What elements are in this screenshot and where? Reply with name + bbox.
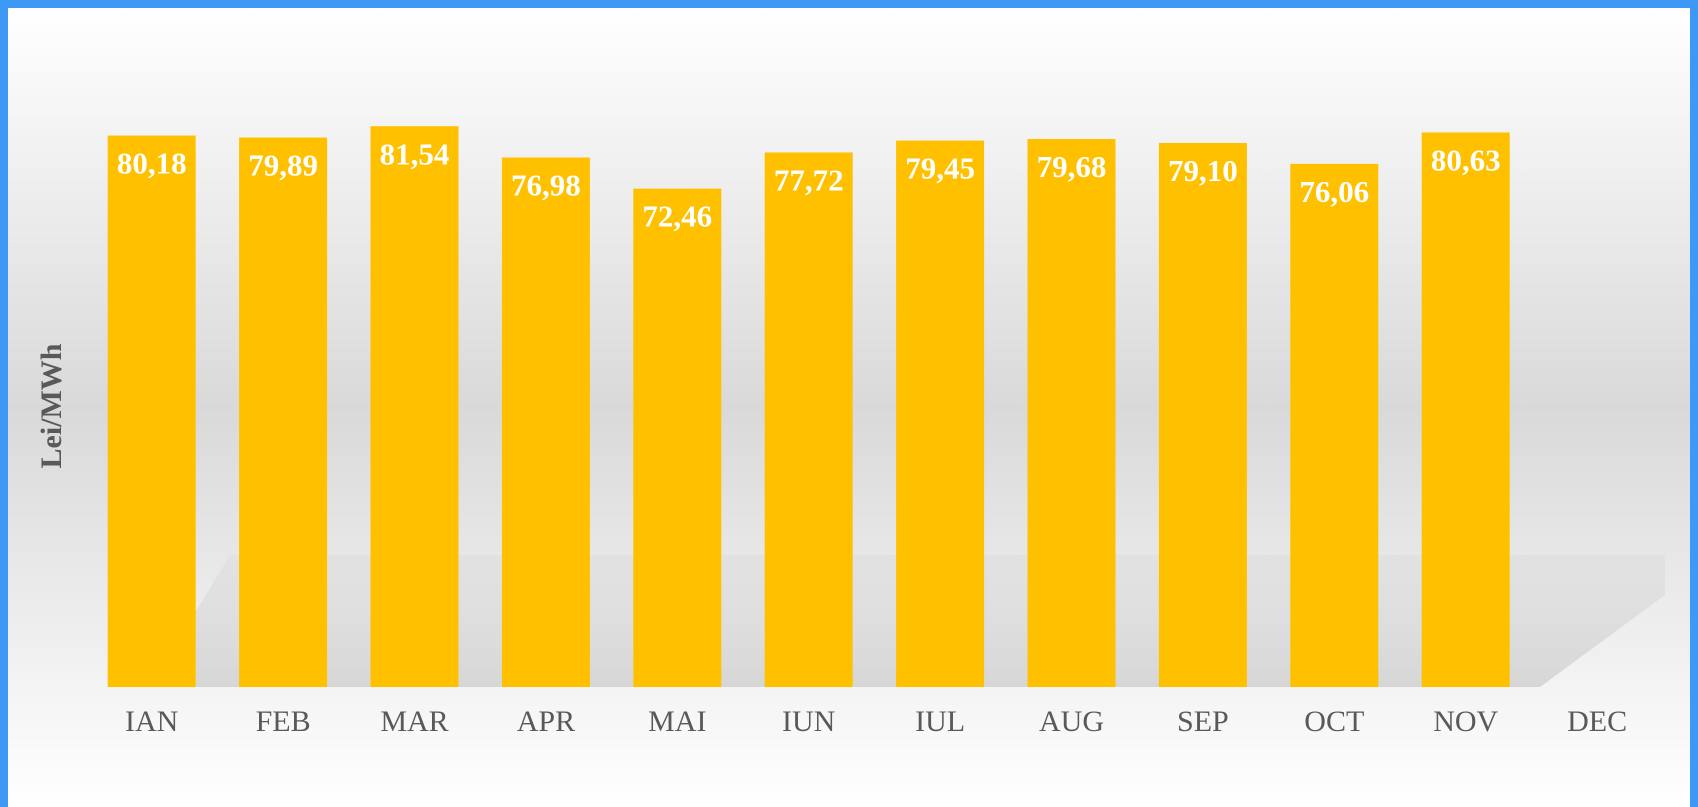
x-tick-label: AUG — [1039, 705, 1104, 738]
x-tick-label: NOV — [1433, 705, 1498, 738]
x-tick-label: OCT — [1304, 705, 1364, 738]
value-label: 80,18 — [117, 146, 187, 181]
x-tick-label: FEB — [256, 705, 311, 738]
bar — [896, 140, 985, 688]
value-label: 77,72 — [774, 163, 844, 198]
x-tick-label: APR — [517, 705, 575, 738]
bar — [239, 137, 328, 688]
bar — [1421, 132, 1510, 688]
x-tick-label: IUL — [915, 705, 965, 738]
x-tick-label: MAI — [648, 705, 706, 738]
y-axis-label: Lei/MWh — [35, 343, 68, 468]
value-label: 79,89 — [248, 148, 318, 183]
value-label: 79,10 — [1168, 153, 1238, 188]
value-label: 80,63 — [1431, 143, 1501, 178]
value-label: 79,45 — [905, 151, 975, 186]
value-label: 81,54 — [380, 136, 450, 171]
bar — [1290, 163, 1379, 687]
x-tick-label: DEC — [1567, 705, 1627, 738]
value-label: 72,46 — [642, 199, 712, 234]
bar — [1158, 142, 1247, 687]
x-tick-label: IUN — [782, 705, 835, 738]
x-tick-label: SEP — [1177, 705, 1229, 738]
x-tick-label: MAR — [380, 705, 448, 738]
bar — [764, 152, 853, 687]
x-tick-label: IAN — [125, 705, 178, 738]
value-label: 79,68 — [1037, 149, 1107, 184]
bar — [501, 157, 590, 688]
value-label: 76,98 — [511, 168, 581, 203]
bar — [370, 126, 459, 688]
bar — [633, 188, 722, 687]
value-label: 76,06 — [1299, 174, 1369, 209]
bar — [107, 135, 196, 687]
bar — [1027, 138, 1116, 688]
